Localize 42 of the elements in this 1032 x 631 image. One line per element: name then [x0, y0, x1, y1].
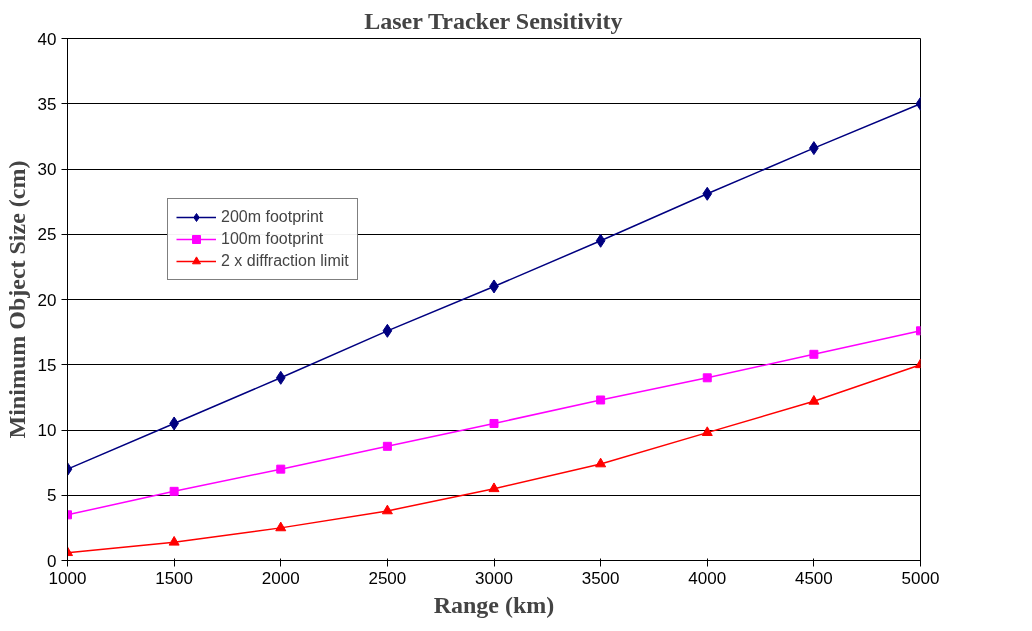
point [595, 457, 607, 468]
y-tick-label: 30 [37, 160, 57, 179]
point [382, 441, 392, 451]
y-tick-label: 25 [37, 225, 57, 245]
x-tick-label: 3000 [475, 568, 513, 588]
x-tick-label: 2500 [368, 568, 407, 588]
legend-label: 2 x diffraction limit [221, 252, 349, 270]
x-tick-label: 3500 [581, 568, 620, 588]
x-tick-label: 1000 [48, 568, 87, 588]
point [701, 426, 713, 436]
x-axis-title: Range (km) [433, 591, 555, 618]
point [809, 349, 819, 359]
point [168, 535, 180, 546]
y-tick-label: 40 [37, 29, 57, 49]
x-tick-label: 4500 [794, 568, 833, 588]
x-tick-label: 5000 [901, 568, 940, 588]
x-tick-label: 4000 [688, 568, 727, 588]
y-tick-label: 10 [37, 421, 57, 440]
point [808, 395, 820, 405]
x-tick-label: 2000 [261, 568, 300, 588]
y-tick-label: 0 [47, 551, 57, 571]
chart-title: Laser Tracker Sensitivity [364, 7, 623, 34]
point [381, 504, 393, 515]
point [596, 395, 606, 405]
legend-label: 100m footprint [221, 230, 324, 248]
point [169, 486, 179, 496]
y-tick-label: 35 [37, 94, 57, 114]
x-tick-label: 1500 [155, 568, 194, 588]
y-tick-label: 20 [37, 290, 57, 310]
point [276, 464, 286, 474]
point [275, 370, 286, 385]
point [702, 373, 712, 383]
y-tick-label: 5 [47, 486, 57, 506]
point [595, 233, 606, 248]
legend-label: 200m footprint [221, 208, 324, 226]
y-tick-label: 15 [37, 355, 57, 375]
point [702, 186, 713, 201]
point [275, 521, 287, 532]
point [382, 323, 393, 338]
y-axis-title: Minimum Object Size (cm) [3, 160, 30, 439]
point [488, 482, 500, 493]
point [489, 418, 499, 428]
